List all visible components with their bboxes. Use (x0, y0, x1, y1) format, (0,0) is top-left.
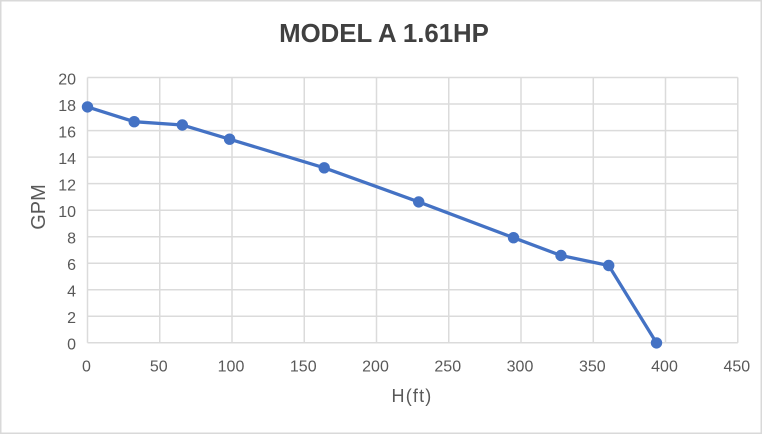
svg-text:2: 2 (67, 310, 76, 327)
svg-text:250: 250 (434, 358, 461, 375)
svg-text:0: 0 (82, 358, 91, 375)
svg-text:300: 300 (507, 358, 534, 375)
svg-text:0: 0 (67, 337, 76, 354)
svg-text:8: 8 (67, 231, 76, 248)
svg-text:14: 14 (58, 151, 76, 168)
svg-text:150: 150 (290, 358, 317, 375)
svg-text:10: 10 (58, 204, 76, 221)
svg-text:350: 350 (579, 358, 606, 375)
svg-text:GPM: GPM (28, 184, 50, 230)
svg-text:H(ft): H(ft) (392, 386, 433, 406)
svg-text:400: 400 (651, 358, 678, 375)
svg-text:18: 18 (58, 98, 76, 115)
svg-text:100: 100 (218, 358, 245, 375)
svg-text:450: 450 (723, 358, 750, 375)
svg-text:12: 12 (58, 177, 76, 194)
svg-text:MODEL A 1.61HP: MODEL A 1.61HP (279, 20, 489, 48)
svg-text:4: 4 (67, 284, 76, 301)
svg-text:50: 50 (150, 358, 168, 375)
svg-text:200: 200 (362, 358, 389, 375)
svg-text:16: 16 (58, 124, 76, 141)
svg-text:6: 6 (67, 257, 76, 274)
svg-text:20: 20 (58, 71, 76, 88)
